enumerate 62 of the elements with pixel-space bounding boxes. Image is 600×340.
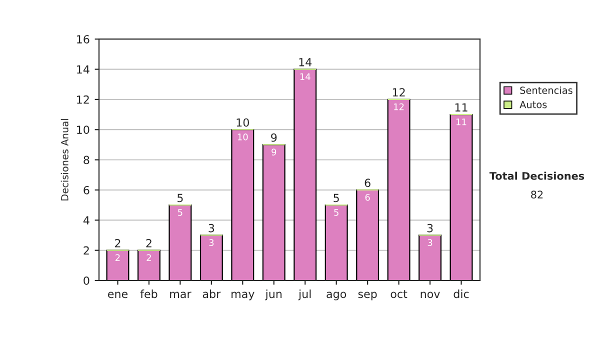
y-axis-title: Decisiones Anual [60,119,68,200]
data-label: 6 [365,194,370,201]
x-tick-label: feb [140,290,158,298]
data-label: 10 [238,134,248,140]
total-label: 10 [236,118,249,127]
bar [262,144,286,280]
bar [450,114,473,280]
x-tick-label: oct [390,290,408,298]
x-tick-label: sep [358,292,377,300]
data-label: 5 [334,209,338,216]
legend-label: Sentencias [520,86,572,94]
bar [418,234,442,280]
total-label: 11 [455,103,468,112]
y-tick-label: 8 [84,156,90,164]
total-label: 2 [115,239,120,248]
total-label: 3 [427,224,433,232]
data-label: 14 [300,73,310,80]
total-label: 3 [208,224,214,232]
x-tick-label: dic [454,290,469,298]
total-label: 5 [178,194,183,202]
total-label: 12 [392,88,405,96]
text: 82 [531,190,543,199]
bar [324,204,348,280]
text: Total Decisiones [489,172,584,180]
y-tick-label: 6 [84,186,90,194]
x-tick-label: jul [298,290,311,300]
y-tick-label: 14 [77,65,90,74]
y-tick-label: 0 [84,276,90,285]
bar [294,68,317,280]
bar [231,129,254,280]
legend-label: Autos [520,101,547,108]
bar [106,250,130,280]
bar [356,189,380,280]
y-tick-label: 16 [77,35,90,44]
x-tick-label: may [232,292,254,300]
data-label: 2 [116,254,120,261]
total-label: 6 [364,178,370,188]
data-label: 3 [428,239,432,246]
x-tick-label: nov [420,292,440,298]
total-label: 2 [146,239,152,248]
data-label: 2 [146,254,151,261]
total-label: 9 [271,133,277,142]
x-tick-label: jun [265,290,282,300]
data-label: 11 [456,118,466,126]
bar [200,234,223,280]
y-tick-label: 10 [77,126,90,134]
total-label: 14 [299,58,312,66]
data-label: 5 [178,209,182,216]
bar [387,98,410,280]
data-label: 12 [394,103,404,110]
y-tick-label: 4 [83,216,90,224]
x-tick-label: mar [170,292,192,298]
data-label: 3 [209,239,214,246]
x-tick-label: ene [108,292,128,298]
y-tick-label: 2 [84,246,89,255]
data-label: 9 [272,148,276,156]
total-label: 5 [334,194,339,202]
bar [168,204,192,280]
y-tick-label: 12 [77,95,89,104]
x-tick-label: ago [326,292,346,300]
bar [137,250,160,280]
x-tick-label: abr [202,290,221,298]
